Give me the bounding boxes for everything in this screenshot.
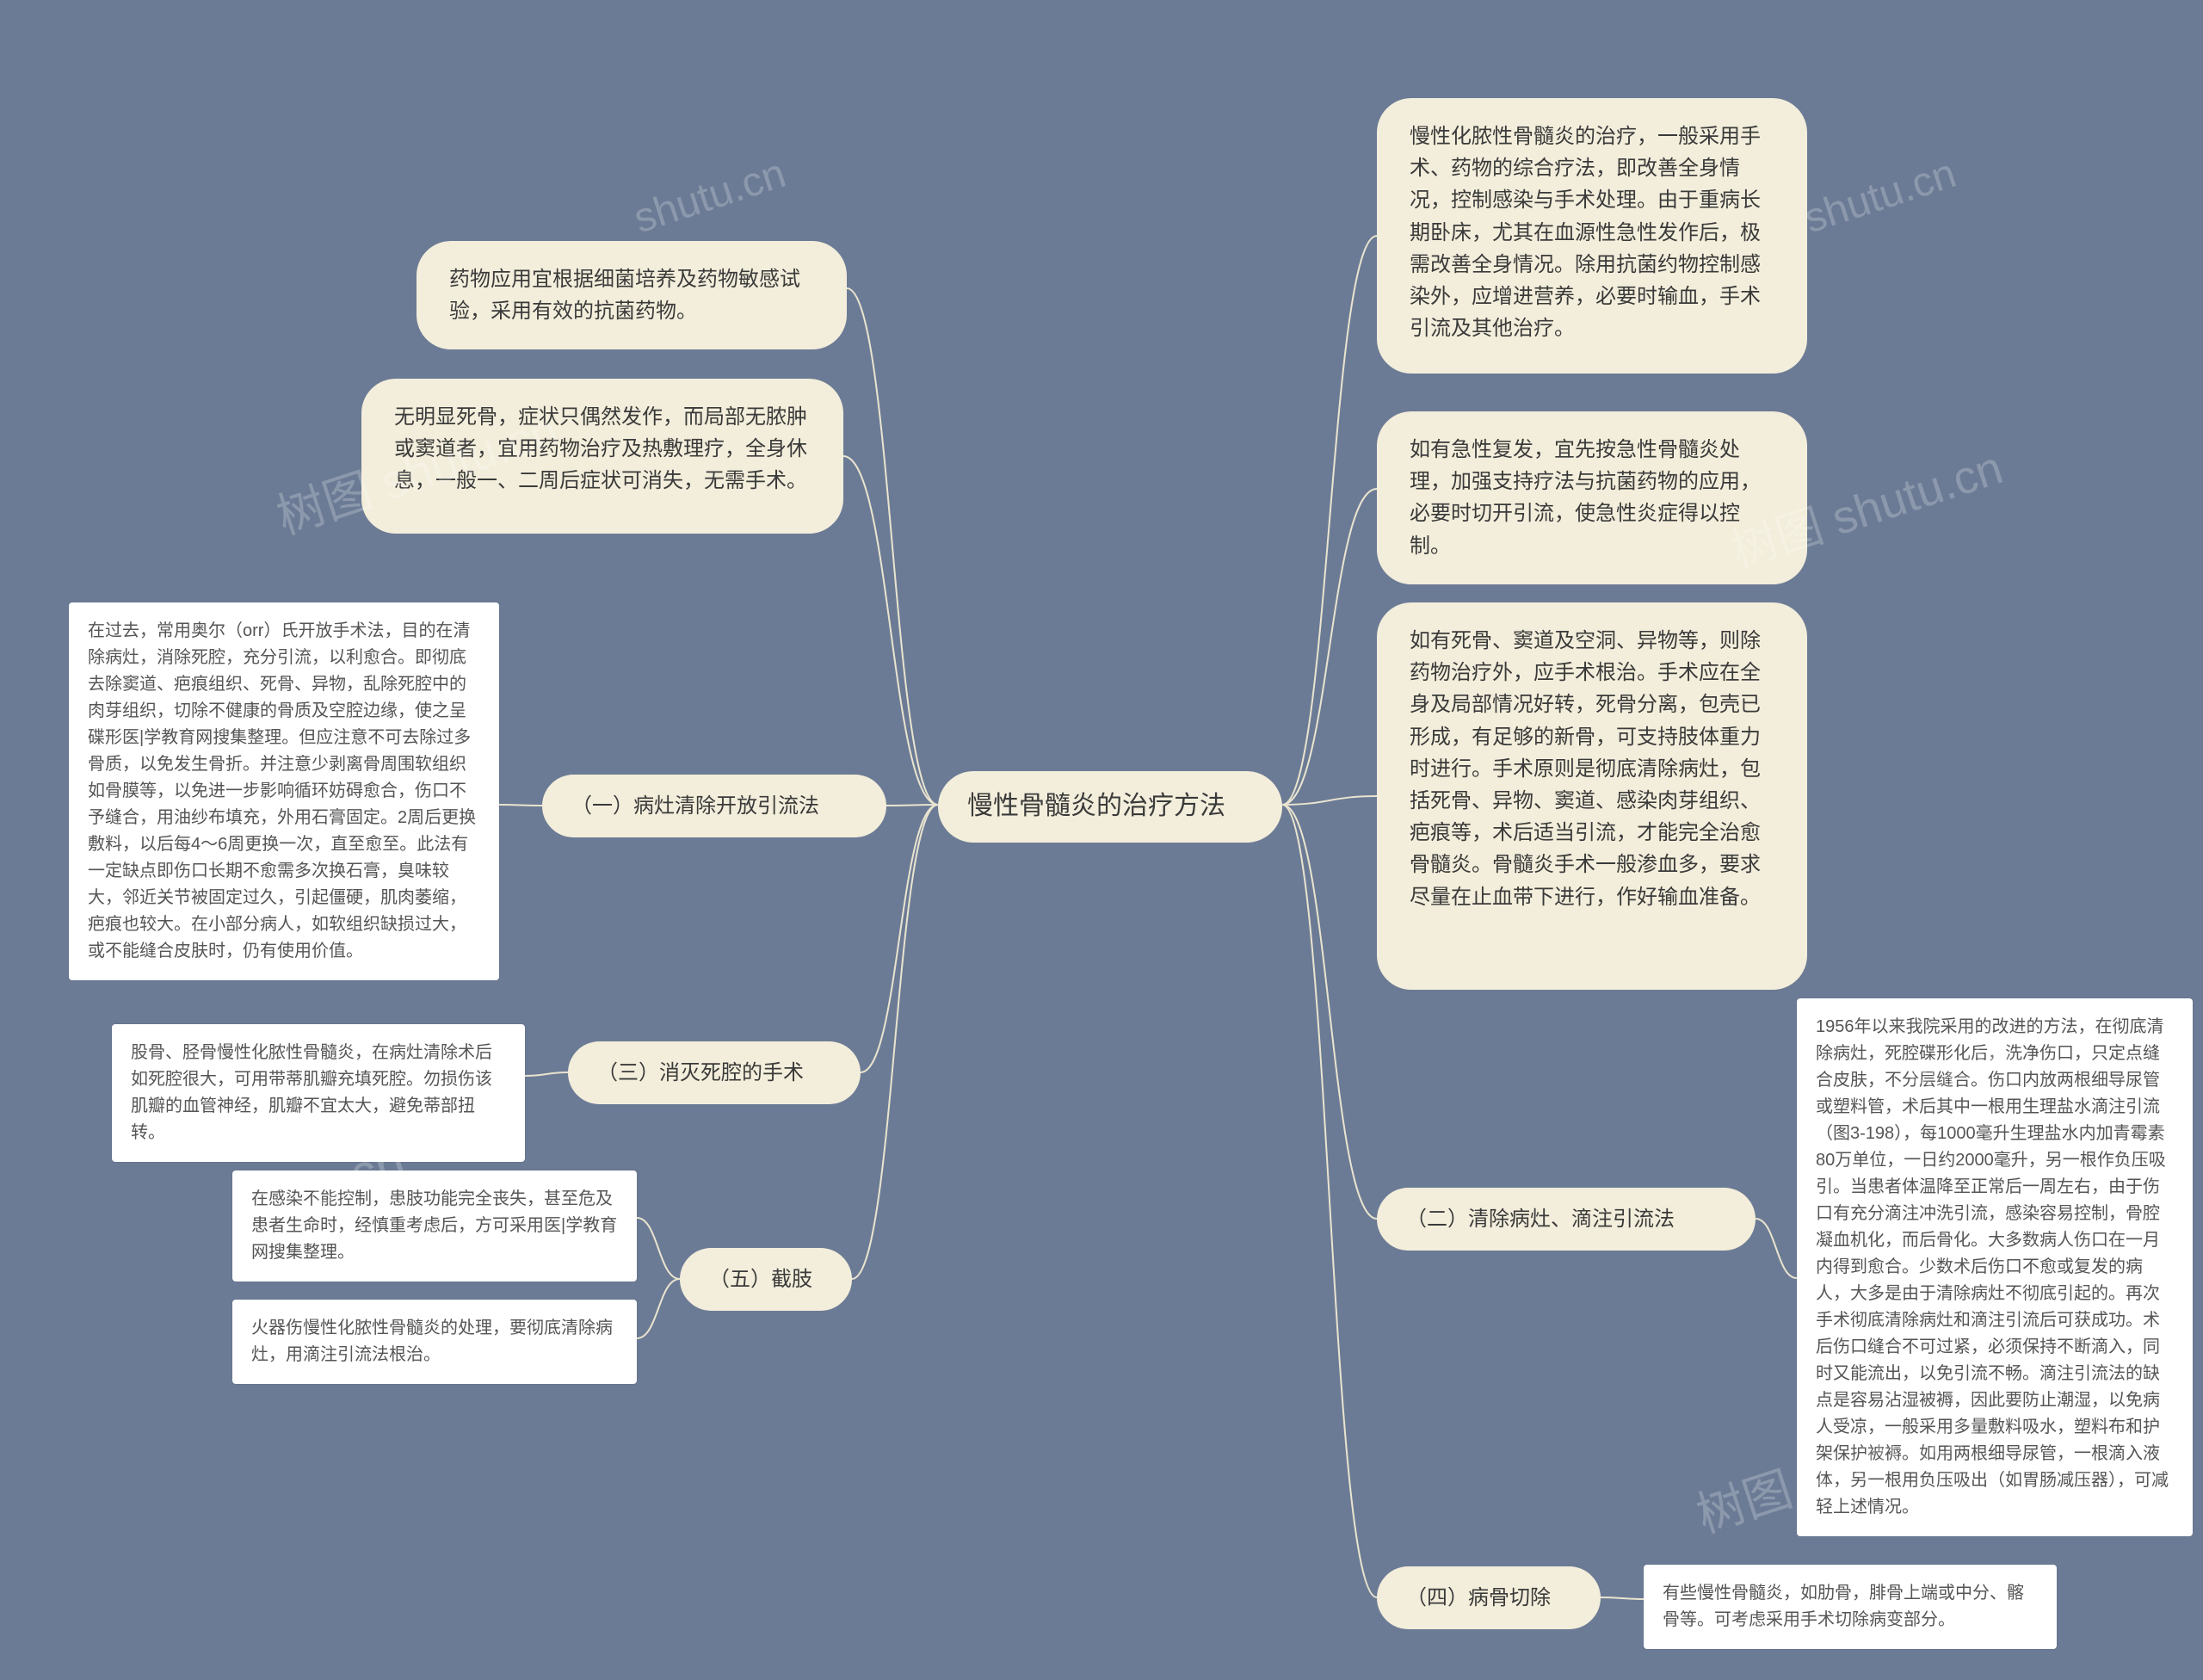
branch-l4: （三）消灭死腔的手术 [568,1041,861,1104]
branch-r4: （二）清除病灶、滴注引流法 [1377,1188,1756,1251]
branch-l3: （一）病灶清除开放引流法 [542,775,886,837]
branch-r1: 慢性化脓性骨髓炎的治疗，一般采用手术、药物的综合疗法，即改善全身情况，控制感染与… [1377,98,1807,374]
branch-r3: 如有死骨、窦道及空洞、异物等，则除药物治疗外，应手术根治。手术应在全身及局部情况… [1377,602,1807,990]
branch-l5: （五）截肢 [680,1248,852,1311]
leaf-r4: 1956年以来我院采用的改进的方法，在彻底清除病灶，死腔碟形化后，洗净伤口，只定… [1797,998,2193,1536]
leaf-l5b: 火器伤慢性化脓性骨髓炎的处理，要彻底清除病灶，用滴注引流法根治。 [232,1300,637,1384]
mindmap-canvas: { "canvas": { "width": 2560, "height": 1… [0,0,2203,1680]
leaf-l4: 股骨、胫骨慢性化脓性骨髓炎，在病灶清除术后如死腔很大，可用带蒂肌瓣充填死腔。勿损… [112,1024,525,1162]
leaf-l5a: 在感染不能控制，患肢功能完全丧失，甚至危及患者生命时，经慎重考虑后，方可采用医|… [232,1170,637,1282]
branch-r5: （四）病骨切除 [1377,1566,1601,1629]
center-node: 慢性骨髓炎的治疗方法 [938,771,1282,843]
leaf-r5: 有些慢性骨髓炎，如肋骨，腓骨上端或中分、髂骨等。可考虑采用手术切除病变部分。 [1644,1565,2057,1649]
leaf-l3: 在过去，常用奥尔（orr）氏开放手术法，目的在清除病灶，消除死腔，充分引流，以利… [69,602,499,980]
watermark: shutu.cn [628,150,792,243]
branch-l2: 无明显死骨，症状只偶然发作，而局部无脓肿或窦道者，宜用药物治疗及热敷理疗，全身休… [361,379,843,534]
branch-l1: 药物应用宜根据细菌培养及药物敏感试验，采用有效的抗菌药物。 [417,241,847,349]
branch-r2: 如有急性复发，宜先按急性骨髓炎处理，加强支持疗法与抗菌药物的应用，必要时切开引流… [1377,411,1807,584]
watermark: shutu.cn [1799,150,1962,243]
